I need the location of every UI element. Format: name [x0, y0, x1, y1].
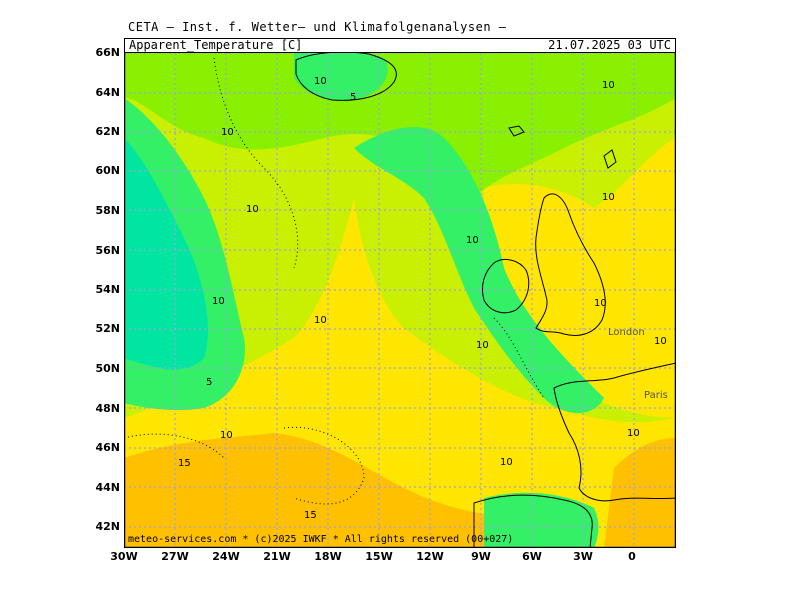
uk-coast: [535, 193, 606, 336]
lon-label: 27W: [161, 550, 189, 563]
lon-label: 30W: [110, 550, 138, 563]
contour-label: 10: [212, 296, 225, 307]
contour-label: 10: [314, 76, 327, 87]
city-label-london: London: [608, 327, 645, 338]
france-coast: [553, 362, 676, 502]
lat-label: 48N: [95, 402, 120, 415]
lat-label: 50N: [95, 362, 120, 375]
faroe-islands: [508, 125, 525, 137]
field-warm-south-2: [124, 433, 544, 548]
contour-label: 10: [500, 457, 513, 468]
lon-label: 6W: [522, 550, 542, 563]
parameter-label-bar: Apparent_Temperature [C] 21.07.2025 03 U…: [124, 38, 676, 53]
contour-label: 10: [602, 80, 615, 91]
field-cold-west: [124, 138, 208, 370]
city-label-paris: Paris: [644, 390, 668, 401]
contour-label: 10: [602, 192, 615, 203]
contour-label: 10: [466, 235, 479, 246]
lat-label: 60N: [95, 164, 120, 177]
lat-label: 54N: [95, 283, 120, 296]
lon-label: 3W: [573, 550, 593, 563]
contour-label: 10: [220, 430, 233, 441]
contour-label: 15: [304, 510, 317, 521]
lon-label: 0: [628, 550, 636, 563]
field-iberia: [484, 492, 599, 548]
lat-label: 62N: [95, 125, 120, 138]
lon-label: 24W: [212, 550, 240, 563]
contour-label: 10: [476, 340, 489, 351]
contour-label: 10: [314, 315, 327, 326]
contour-label: 5: [206, 377, 212, 388]
lat-label: 42N: [95, 520, 120, 533]
lat-label: 52N: [95, 322, 120, 335]
field-cool-atlantic-band: [354, 127, 604, 413]
field-cool-north: [124, 38, 676, 204]
contour-label: 15: [178, 458, 191, 469]
lat-label: 46N: [95, 441, 120, 454]
weather-map: 10 10 5 10 10 10 10 10 10 10 10 5 10 10 …: [124, 38, 676, 548]
contour-label: 5: [350, 92, 356, 103]
forecast-datetime: 21.07.2025 03 UTC: [548, 38, 671, 52]
lat-label: 58N: [95, 204, 120, 217]
lon-label: 21W: [263, 550, 291, 563]
iberia-coast: [473, 494, 593, 548]
contour-label: 10: [246, 204, 259, 215]
lon-label: 9W: [471, 550, 491, 563]
lat-label: 64N: [95, 86, 120, 99]
lat-label: 44N: [95, 481, 120, 494]
city-labels: London Paris: [608, 327, 668, 401]
lat-lon-grid: [124, 38, 676, 548]
contour-label: 10: [221, 127, 234, 138]
contour-label: 10: [594, 298, 607, 309]
contour-label: 10: [654, 336, 667, 347]
shetland: [603, 149, 617, 169]
chart-header-title: CETA — Inst. f. Wetter— und Klimafolgena…: [128, 20, 507, 34]
contour-lines: [124, 57, 545, 505]
parameter-name: Apparent_Temperature [C]: [129, 38, 303, 52]
ireland-coast: [481, 259, 530, 314]
lat-label: 66N: [95, 46, 120, 59]
lon-label: 18W: [314, 550, 342, 563]
contour-value-labels: 10 10 5 10 10 10 10 10 10 10 10 5 10 10 …: [178, 76, 667, 521]
contour-label: 10: [627, 428, 640, 439]
field-warm-east: [604, 438, 676, 548]
copyright-credit: meteo-services.com * (c)2025 IWKF * All …: [128, 534, 514, 545]
lon-label: 15W: [365, 550, 393, 563]
lat-label: 56N: [95, 244, 120, 257]
lon-label: 12W: [416, 550, 444, 563]
field-iceland: [294, 50, 388, 101]
